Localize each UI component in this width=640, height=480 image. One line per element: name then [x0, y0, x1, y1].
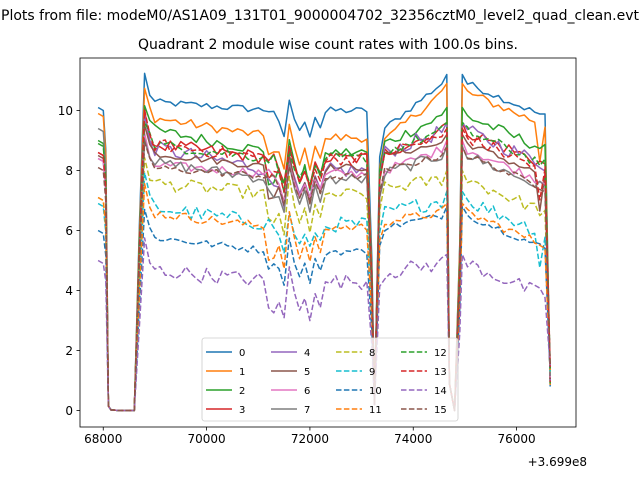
legend-label-7: 7 [304, 405, 310, 416]
legend-label-13: 13 [434, 367, 447, 378]
x-offset-label: +3.699e8 [528, 455, 587, 469]
plot-area [97, 72, 551, 412]
legend-label-12: 12 [434, 348, 447, 359]
series-line-9 [97, 171, 551, 412]
series-group [97, 72, 551, 412]
legend-label-14: 14 [434, 386, 447, 397]
x-tick-label-74000: 74000 [394, 432, 432, 446]
series-line-1 [97, 82, 551, 412]
y-tick-label-4: 4 [65, 284, 73, 298]
series-line-0 [97, 72, 551, 412]
series-line-4 [97, 114, 551, 412]
legend-label-4: 4 [304, 348, 310, 359]
series-line-6 [97, 132, 551, 412]
figure-suptitle: Plots from file: modeM0/AS1A09_131T01_90… [1, 8, 639, 24]
series-line-10 [97, 205, 551, 412]
series-line-2 [97, 105, 551, 412]
y-tick-label-10: 10 [58, 104, 73, 118]
legend-label-1: 1 [239, 367, 245, 378]
series-line-8 [97, 157, 551, 412]
legend-label-3: 3 [239, 405, 245, 416]
legend-label-9: 9 [369, 367, 375, 378]
legend-label-5: 5 [304, 367, 310, 378]
legend-label-11: 11 [369, 405, 382, 416]
series-line-15 [97, 141, 551, 412]
y-tick-label-8: 8 [65, 164, 73, 178]
series-line-14 [97, 237, 551, 412]
legend-label-8: 8 [369, 348, 375, 359]
y-tick-label-2: 2 [65, 344, 73, 358]
legend-box [201, 337, 459, 422]
legend-label-0: 0 [239, 348, 245, 359]
y-tick-label-6: 6 [65, 224, 73, 238]
series-line-12 [97, 121, 551, 412]
legend-label-2: 2 [239, 386, 245, 397]
x-tick-label-68000: 68000 [84, 432, 122, 446]
x-tick-label-70000: 70000 [187, 432, 225, 446]
chart-title: Quadrant 2 module wise count rates with … [138, 37, 518, 53]
legend-label-10: 10 [369, 386, 382, 397]
series-line-11 [97, 183, 551, 412]
x-tick-label-76000: 76000 [497, 432, 535, 446]
axes-frame [79, 57, 577, 428]
x-tick-label-72000: 72000 [291, 432, 329, 446]
legend-label-6: 6 [304, 386, 310, 397]
y-tick-label-0: 0 [65, 404, 73, 418]
series-line-5 [97, 124, 551, 412]
legend-label-15: 15 [434, 405, 447, 416]
